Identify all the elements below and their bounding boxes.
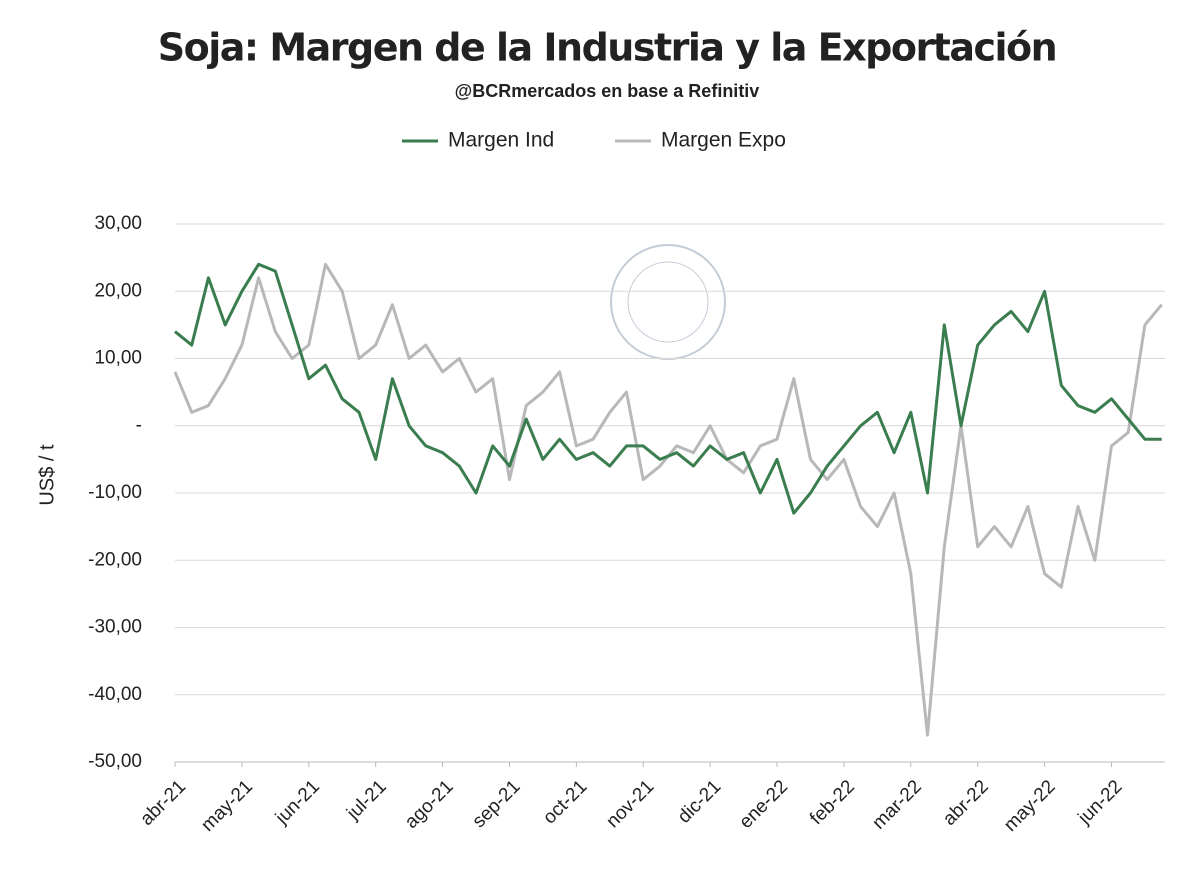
y-tick-label: 10,00 xyxy=(94,348,142,369)
x-tick-label: may-21 xyxy=(197,776,257,836)
x-tick-label: dic-21 xyxy=(674,776,725,827)
legend-label: Margen Ind xyxy=(448,129,554,152)
y-axis-label: US$ / t xyxy=(36,444,58,506)
series-line xyxy=(173,262,1163,737)
x-tick-label: ene-22 xyxy=(735,776,792,833)
legend-label: Margen Expo xyxy=(661,129,786,152)
x-tick-label: jun-21 xyxy=(271,776,324,829)
y-tick-label: -40,00 xyxy=(88,684,142,705)
x-tick-label: mar-22 xyxy=(868,776,925,833)
y-tick-label: -10,00 xyxy=(88,482,142,503)
x-tick-label: feb-22 xyxy=(806,776,859,829)
y-tick-label: 30,00 xyxy=(94,213,142,234)
x-tick-label: abr-22 xyxy=(939,776,993,830)
x-tick-label: oct-21 xyxy=(539,776,591,828)
y-tick-label: -50,00 xyxy=(88,751,142,772)
watermark xyxy=(610,244,726,360)
x-tick-label: jun-22 xyxy=(1074,776,1127,829)
x-tick-label: jul-21 xyxy=(342,776,390,824)
y-tick-label: - xyxy=(136,415,142,436)
y-tick-label: -30,00 xyxy=(88,617,142,638)
chart-title: Soja: Margen de la Industria y la Export… xyxy=(158,26,1056,70)
x-tick-label: nov-21 xyxy=(602,776,658,832)
y-tick-label: -20,00 xyxy=(88,549,142,570)
y-tick-label: 20,00 xyxy=(94,280,142,301)
chart-subtitle: @BCRmercados en base a Refinitiv xyxy=(455,81,760,101)
x-tick-label: sep-21 xyxy=(469,776,525,832)
x-tick-label: abr-21 xyxy=(136,776,190,830)
x-tick-label: may-22 xyxy=(1000,776,1060,836)
x-tick-label: ago-21 xyxy=(401,776,458,833)
series-line xyxy=(174,262,1162,515)
